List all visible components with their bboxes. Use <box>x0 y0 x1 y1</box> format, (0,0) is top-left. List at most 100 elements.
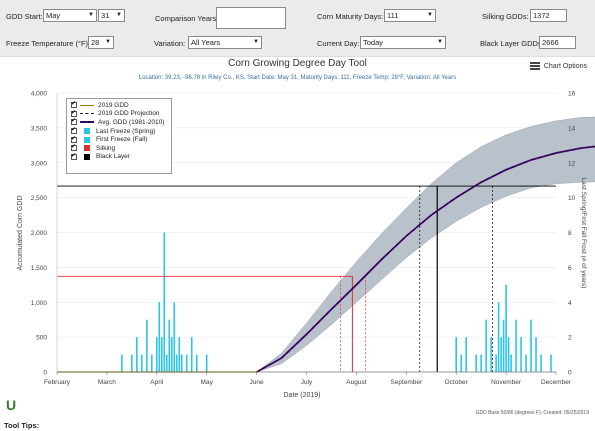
chart-title: Corn Growing Degree Day Tool <box>228 58 367 69</box>
checkbox-icon[interactable] <box>71 109 77 117</box>
y2-tick-label: 10 <box>568 195 576 202</box>
current-day-select[interactable]: Today ▼ <box>360 36 446 49</box>
logo: U <box>6 397 17 413</box>
freeze-temperature-value: 28 <box>91 38 100 47</box>
x-tick-label: December <box>541 379 572 386</box>
last-freeze-bar <box>173 302 176 372</box>
legend-swatch <box>84 145 90 152</box>
corn-maturity-days-select[interactable]: 111 ▼ <box>384 9 436 22</box>
first-freeze-bar <box>505 284 507 372</box>
last-freeze-bar <box>190 337 193 372</box>
last-freeze-bar <box>131 354 133 372</box>
legend-swatch <box>84 128 90 135</box>
first-freeze-bar <box>485 319 487 372</box>
freeze-temperature-label: Freeze Temperature (°F): <box>6 39 91 48</box>
x-tick-label: September <box>390 379 423 386</box>
y-tick-label: 2,500 <box>31 195 48 202</box>
last-freeze-bar <box>195 354 198 372</box>
last-freeze-bar <box>165 354 168 372</box>
black-layer-gdds-input[interactable]: 2666 <box>539 36 576 49</box>
first-freeze-bar <box>515 319 517 372</box>
legend-label: Silking <box>96 144 116 152</box>
y2-tick-label: 12 <box>568 160 576 167</box>
checkbox-icon[interactable] <box>71 152 77 160</box>
y2-tick-label: 16 <box>568 91 576 98</box>
chart-options-label: Chart Options <box>543 62 587 70</box>
y-axis-label: Accumulated Corn GDD <box>17 195 24 270</box>
legend-swatch <box>80 104 94 106</box>
last-freeze-bar <box>180 354 183 372</box>
y-tick-label: 3,500 <box>31 125 48 132</box>
legend-item[interactable]: First Freeze (Fall) <box>71 135 167 144</box>
x-tick-label: November <box>491 379 522 386</box>
chart-options-button[interactable]: Chart Options <box>529 62 587 70</box>
chevron-down-icon: ▼ <box>88 12 94 18</box>
legend-label: Avg. GDD (1981-2010) <box>98 118 165 126</box>
legend-label: Last Freeze (Spring) <box>96 127 156 135</box>
x-axis-label: Date (2019) <box>284 392 321 399</box>
checkbox-icon[interactable] <box>71 117 77 126</box>
y2-tick-label: 14 <box>568 125 576 132</box>
legend-item[interactable]: Last Freeze (Spring) <box>71 126 167 136</box>
footer-note: GDD Base 50/86 (degrees F); Created: 05/… <box>475 410 589 416</box>
black-layer-gdds-label: Black Layer GDDs: <box>480 39 544 48</box>
last-freeze-bar <box>121 354 123 372</box>
checkbox-icon[interactable] <box>71 143 77 152</box>
checkbox-icon[interactable] <box>71 100 77 109</box>
first-freeze-bar <box>510 354 512 372</box>
y-tick-label: 500 <box>36 335 47 342</box>
y-tick-label: 2,000 <box>31 230 48 237</box>
last-freeze-bar <box>136 337 138 372</box>
silking-gdds-input[interactable]: 1372 <box>530 9 567 22</box>
first-freeze-bar <box>465 337 467 372</box>
legend-item[interactable]: Silking <box>71 143 167 153</box>
y2-axis-label: Last Spring/First Fall Frost (# of years… <box>580 178 587 289</box>
x-tick-label: February <box>44 379 71 386</box>
corn-maturity-days-label: Corn Maturity Days: <box>317 12 384 21</box>
tool-tips-heading: Tool Tips: <box>4 421 40 430</box>
variation-label: Variation: <box>154 39 186 48</box>
y2-tick-label: 6 <box>568 265 572 272</box>
checkbox-icon[interactable] <box>71 135 77 143</box>
chevron-down-icon: ▼ <box>116 12 122 18</box>
gdd-range-band <box>256 116 595 373</box>
freeze-temperature-select[interactable]: 28 ▼ <box>88 36 114 49</box>
first-freeze-bar <box>525 354 527 372</box>
y-tick-label: 0 <box>43 370 47 377</box>
gdd-start-month-select[interactable]: May ▼ <box>43 9 97 22</box>
y2-tick-label: 2 <box>568 335 572 342</box>
x-tick-label: August <box>346 379 366 386</box>
y2-axis-ticks: 0 2 4 6 8 10 12 14 16 <box>568 91 576 377</box>
y2-tick-label: 8 <box>568 230 572 237</box>
legend-label: Black Layer <box>96 153 130 161</box>
corn-maturity-days-value: 111 <box>387 11 399 20</box>
last-freeze-bar <box>160 337 163 372</box>
last-freeze-bar <box>156 337 158 372</box>
variation-value: All Years <box>191 38 221 47</box>
variation-select[interactable]: All Years ▼ <box>188 36 262 49</box>
legend-item[interactable]: 2019 GDD Projection <box>71 109 167 119</box>
legend-item[interactable]: 2019 GDD <box>71 100 167 110</box>
gdd-start-label: GDD Start: <box>6 12 43 21</box>
last-freeze-bar <box>141 354 143 372</box>
last-freeze-bar <box>146 319 148 372</box>
first-freeze-bar <box>520 337 522 372</box>
legend-item[interactable]: Avg. GDD (1981-2010) <box>71 117 167 127</box>
current-day-label: Current Day: <box>317 39 360 48</box>
legend-item[interactable]: Black Layer <box>71 152 167 162</box>
first-freeze-bar <box>455 337 457 372</box>
legend-label: 2019 GDD <box>98 101 129 109</box>
first-freeze-bar <box>475 354 477 372</box>
y2-tick-label: 4 <box>568 300 572 307</box>
controls-panel: GDD Start: May ▼ 31 ▼ Comparison Years: Co… <box>0 0 595 57</box>
last-freeze-bar <box>205 354 208 372</box>
chart-subtitle: Location: 39.23, -96.78 in Riley Co., KS… <box>138 75 457 81</box>
gdd-start-day-select[interactable]: 31 ▼ <box>98 9 125 22</box>
chevron-down-icon: ▼ <box>105 39 111 45</box>
x-tick-label: May <box>201 379 214 386</box>
checkbox-icon[interactable] <box>71 126 77 135</box>
y2-tick-label: 0 <box>568 370 572 377</box>
first-freeze-bar <box>507 337 510 372</box>
comparison-years-input[interactable] <box>216 7 286 29</box>
